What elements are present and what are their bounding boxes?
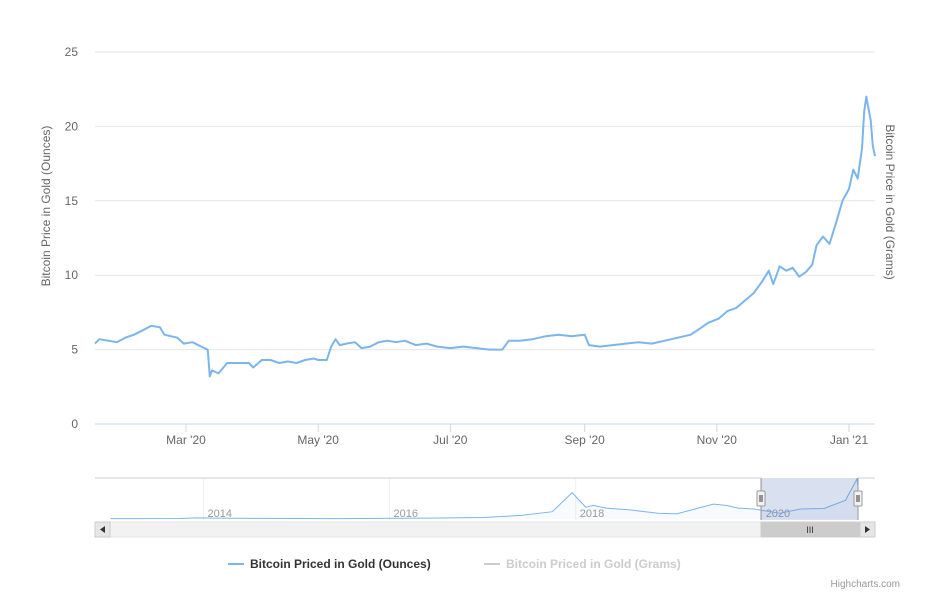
navigator-year-label: 2018	[580, 508, 604, 520]
x-tick-label: Jan '21	[830, 433, 869, 447]
x-tick-label: Jul '20	[433, 433, 468, 447]
navigator-selection-mask[interactable]	[761, 478, 858, 520]
legend[interactable]: Bitcoin Priced in Gold (Ounces) Bitcoin …	[228, 557, 681, 571]
x-tick-label: Sep '20	[565, 433, 606, 447]
scroll-right-arrow-icon	[865, 526, 870, 533]
y-tick-label: 20	[65, 119, 79, 133]
plot-gridlines	[95, 51, 875, 425]
navigator-handle-left[interactable]	[756, 490, 766, 507]
scrollbar-thumb[interactable]	[760, 521, 861, 538]
handle-right-box[interactable]	[853, 490, 863, 507]
legend-label-grams[interactable]: Bitcoin Priced in Gold (Grams)	[506, 557, 681, 571]
navigator-area	[110, 479, 858, 519]
navigator[interactable]: 2014 2016 2018 2020	[95, 477, 875, 520]
y-tick-label: 15	[65, 194, 79, 208]
navigator-year-label: 2016	[394, 508, 418, 520]
series-ounces[interactable]	[94, 95, 876, 378]
y-axis-ticks: 0 5 10 15 20 25	[65, 45, 79, 431]
series-line-ounces[interactable]	[94, 95, 876, 378]
legend-item-ounces[interactable]: Bitcoin Priced in Gold (Ounces)	[228, 557, 431, 571]
navigator-line	[110, 477, 859, 520]
scrollbar-track[interactable]	[94, 521, 876, 538]
y-tick-label: 10	[65, 268, 79, 282]
y-axis-title-right: Bitcoin Price in Gold (Grams)	[883, 124, 897, 279]
x-tick-label: May '20	[297, 433, 339, 447]
y-tick-label: 0	[71, 417, 78, 431]
y-axis-title-left: Bitcoin Price in Gold (Ounces)	[39, 126, 53, 287]
y-tick-label: 5	[71, 343, 78, 357]
navigator-background	[95, 478, 875, 520]
navigator-year-label: 2014	[208, 508, 232, 520]
credits-link[interactable]: Highcharts.com	[831, 579, 900, 590]
x-tick-label: Nov '20	[697, 433, 738, 447]
x-axis-ticks: Mar '20 May '20 Jul '20 Sep '20 Nov '20 Jan '…	[166, 424, 868, 447]
x-tick-label: Mar '20	[166, 433, 206, 447]
legend-item-grams[interactable]: Bitcoin Priced in Gold (Grams)	[484, 557, 681, 571]
scrollbar[interactable]: III	[94, 521, 876, 538]
navigator-year-label: 2020	[766, 508, 790, 520]
y-tick-label: 25	[65, 45, 79, 59]
scrollbar-thumb-grip: III	[806, 525, 814, 535]
scroll-left-arrow-icon	[100, 526, 105, 533]
handle-left-box[interactable]	[756, 490, 766, 507]
navigator-handle-right[interactable]	[853, 490, 863, 507]
legend-label-ounces[interactable]: Bitcoin Priced in Gold (Ounces)	[250, 557, 431, 571]
navigator-series	[110, 477, 859, 520]
